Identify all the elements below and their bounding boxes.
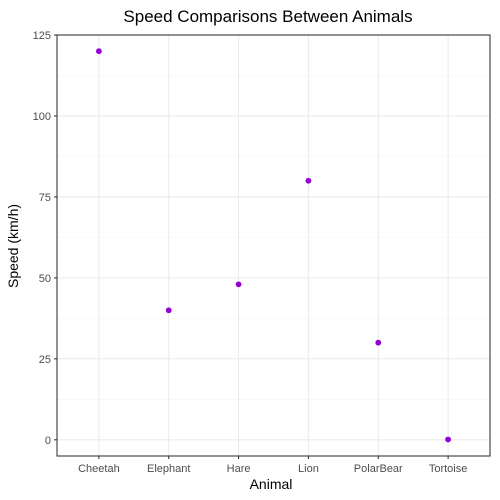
- y-tick-label: 0: [45, 435, 51, 447]
- y-axis: 0 25 50 75 100 125: [33, 30, 57, 447]
- y-tick-label: 50: [39, 273, 51, 285]
- panel-border: [56, 34, 491, 457]
- x-tick-label: Elephant: [147, 463, 190, 475]
- y-tick-label: 75: [39, 192, 51, 204]
- x-tick-label: Lion: [298, 463, 319, 475]
- x-tick-label: Cheetah: [78, 463, 120, 475]
- data-point-tortoise: [445, 436, 451, 443]
- x-tick-label: Tortoise: [429, 463, 468, 475]
- y-tick-label: 25: [39, 354, 51, 366]
- y-tick-label: 125: [33, 30, 51, 42]
- x-tick-label: Hare: [227, 463, 251, 475]
- data-points: [96, 48, 451, 443]
- data-point-lion: [305, 177, 312, 184]
- x-axis-title: Animal: [250, 476, 293, 492]
- x-tick-label: PolarBear: [354, 463, 403, 475]
- chart-title: Speed Comparisons Between Animals: [123, 7, 412, 26]
- data-point-hare: [235, 281, 242, 288]
- data-point-elephant: [165, 307, 172, 314]
- y-axis-title: Speed (km/h): [5, 204, 21, 288]
- data-point-polarbear: [375, 339, 382, 346]
- data-point-cheetah: [96, 48, 102, 55]
- y-tick-label: 100: [33, 111, 51, 123]
- x-axis: Cheetah Elephant Hare Lion PolarBear Tortoise: [78, 456, 467, 475]
